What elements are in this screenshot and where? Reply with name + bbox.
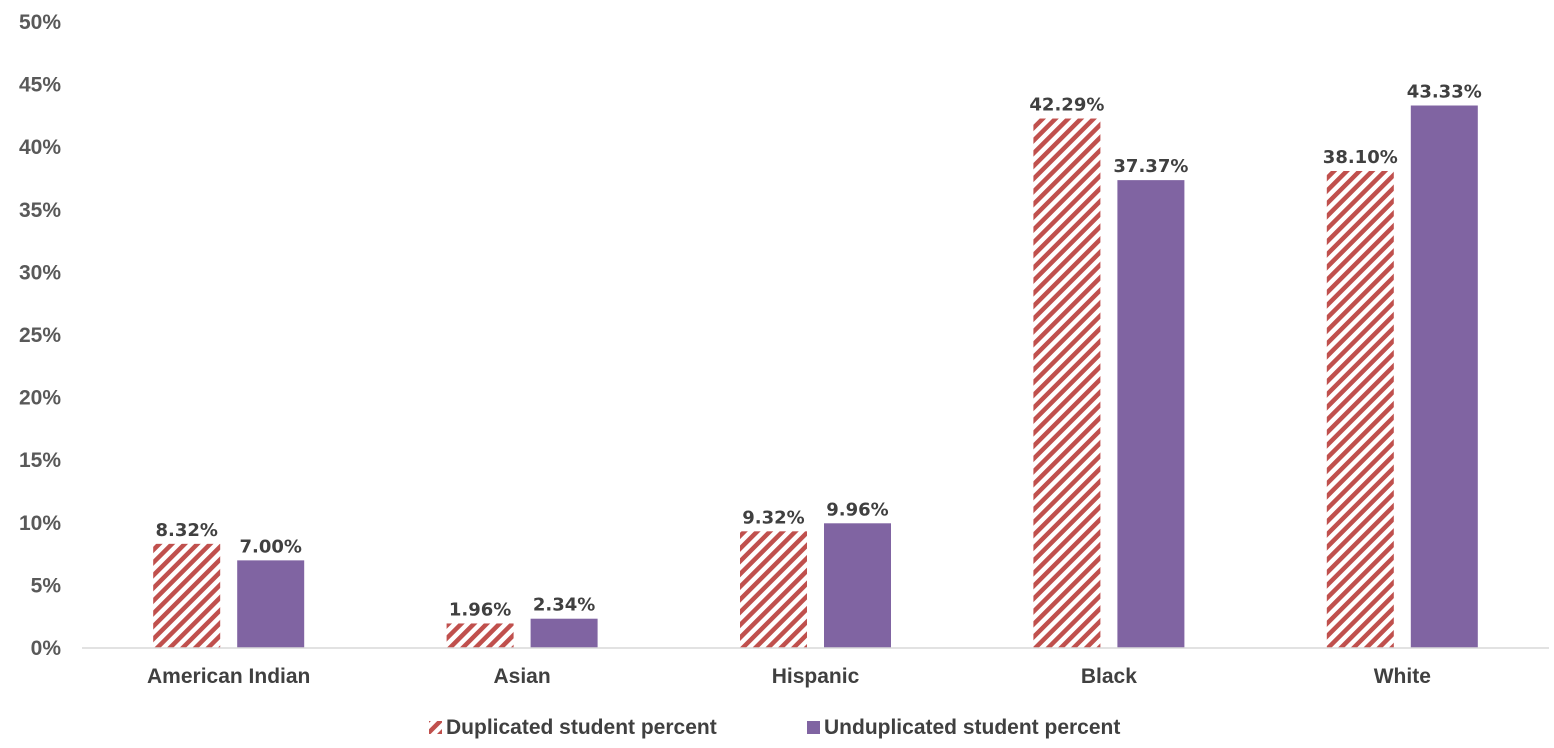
legend-swatch-unduplicated (807, 721, 820, 734)
bar-duplicated (1326, 170, 1394, 648)
data-label: 2.34% (533, 595, 595, 616)
bar-duplicated (1033, 118, 1101, 649)
data-label: 9.96% (826, 499, 888, 520)
legend-label-unduplicated: Unduplicated student percent (824, 716, 1120, 739)
x-tick-label: Black (1081, 665, 1137, 688)
bar-unduplicated (1117, 180, 1185, 648)
bar-unduplicated (824, 523, 891, 648)
data-label: 38.10% (1323, 147, 1398, 168)
y-tick-label: 25% (19, 324, 61, 347)
data-label: 9.32% (742, 507, 804, 528)
bar-unduplicated (530, 618, 598, 648)
legend-swatch-duplicated (429, 721, 442, 734)
bar-duplicated (740, 531, 807, 648)
legend-label-duplicated: Duplicated student percent (446, 716, 717, 739)
y-axis: 0% 5% 10% 15% 20% 25% 30% 35% 40% 45% 50% (19, 11, 61, 660)
x-tick-label: White (1374, 665, 1431, 688)
x-tick-label: Asian (494, 665, 551, 688)
data-label: 43.33% (1407, 82, 1482, 103)
x-tick-label: Hispanic (772, 665, 860, 688)
y-tick-label: 30% (19, 261, 61, 284)
data-label: 1.96% (449, 599, 511, 620)
bar-duplicated (153, 543, 221, 648)
data-label: 7.00% (239, 536, 301, 557)
data-label: 42.29% (1029, 95, 1104, 116)
x-axis: American Indian Asian Hispanic Black White (147, 665, 1431, 688)
data-label: 37.37% (1113, 156, 1188, 177)
legend: Duplicated student percent Unduplicated s… (429, 716, 1120, 739)
y-tick-label: 45% (19, 74, 61, 97)
bar-unduplicated (1410, 105, 1478, 648)
y-tick-label: 0% (31, 637, 62, 660)
y-tick-label: 40% (19, 136, 61, 159)
y-tick-label: 35% (19, 199, 61, 222)
bar-duplicated (446, 623, 514, 648)
x-tick-label: American Indian (147, 665, 310, 688)
y-tick-label: 20% (19, 387, 61, 410)
y-tick-label: 15% (19, 449, 61, 472)
data-label: 8.32% (155, 520, 217, 541)
y-tick-label: 50% (19, 11, 61, 34)
y-tick-label: 10% (19, 512, 61, 535)
y-tick-label: 5% (31, 574, 62, 597)
bar-unduplicated (237, 560, 305, 648)
plot-area: 8.32% 7.00% 1.96% 2.34% 9.32% 9.96% 42.29% 37.3… (153, 82, 1482, 649)
